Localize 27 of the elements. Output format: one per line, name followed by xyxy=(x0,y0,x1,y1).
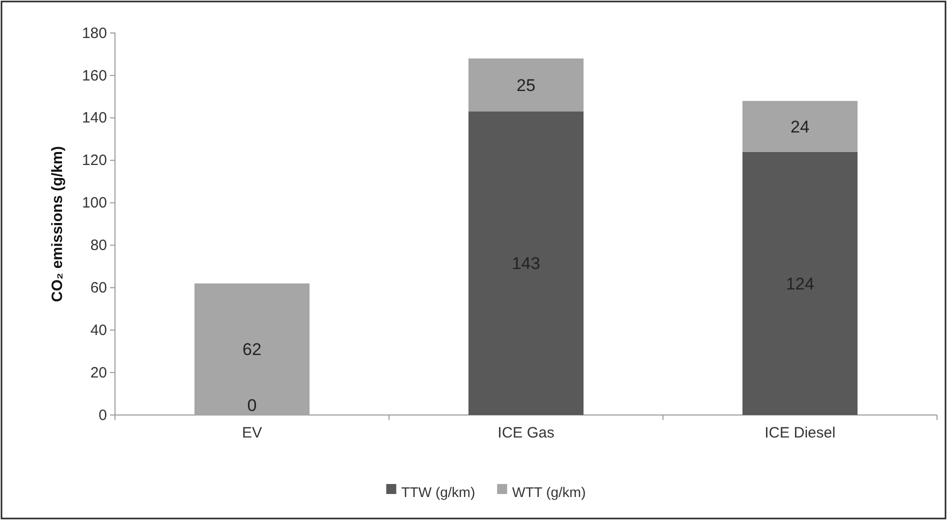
y-tick-label: 40 xyxy=(90,322,107,339)
y-axis-title: CO₂ emissions (g/km) xyxy=(49,146,66,302)
legend-label: TTW (g/km) xyxy=(401,484,476,500)
bar xyxy=(742,152,858,415)
annotation: 0 xyxy=(247,396,257,415)
data-label: 124 xyxy=(786,274,814,294)
y-tick-label: 160 xyxy=(82,67,107,84)
bar xyxy=(468,58,584,112)
data-label: 143 xyxy=(512,254,540,274)
legend-label: WTT (g/km) xyxy=(512,484,586,500)
y-tick-label: 180 xyxy=(82,24,107,42)
data-label: 24 xyxy=(790,117,810,136)
x-tick-label: ICE Diesel xyxy=(764,424,836,442)
x-tick-label: ICE Gas xyxy=(498,424,554,442)
data-label: 62 xyxy=(242,340,262,360)
data-label: 25 xyxy=(516,76,536,95)
y-tick-label: 0 xyxy=(98,406,107,424)
bar xyxy=(194,283,310,415)
x-tick-label: EV xyxy=(242,424,262,442)
y-tick-label: 100 xyxy=(82,194,107,212)
bar xyxy=(468,112,584,415)
y-tick-label: 120 xyxy=(82,152,107,170)
y-tick-label: 140 xyxy=(82,110,107,127)
y-tick-label: 60 xyxy=(90,279,107,296)
bar xyxy=(742,100,858,152)
y-tick-label: 80 xyxy=(90,237,107,254)
y-tick-label: 20 xyxy=(90,364,107,382)
